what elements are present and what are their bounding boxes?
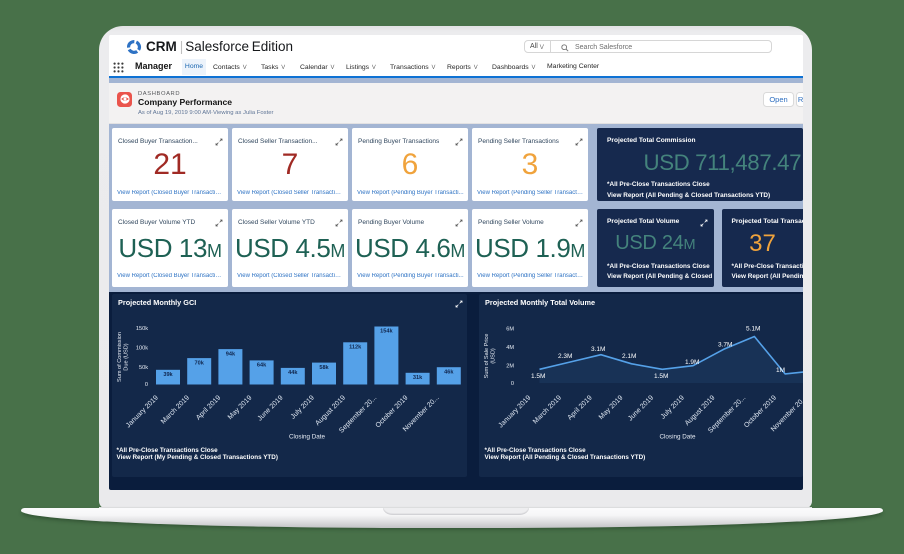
svg-text:March 2019: March 2019 — [160, 394, 191, 425]
svg-text:January 2019: January 2019 — [124, 394, 159, 429]
svg-text:64k: 64k — [256, 362, 266, 368]
svg-text:April 2019: April 2019 — [195, 394, 222, 421]
svg-text:0: 0 — [144, 382, 147, 388]
svg-text:2M: 2M — [506, 363, 514, 369]
svg-text:154k: 154k — [380, 328, 393, 334]
svg-text:3.1M: 3.1M — [591, 346, 605, 353]
svg-text:Sum of Sale Price: Sum of Sale Price — [484, 333, 490, 378]
svg-text:94k: 94k — [225, 351, 235, 357]
svg-text:31k: 31k — [412, 375, 422, 381]
svg-text:August 2019: August 2019 — [683, 394, 716, 427]
svg-text:August 2019: August 2019 — [314, 394, 347, 427]
svg-text:70k: 70k — [194, 360, 204, 366]
svg-text:100k: 100k — [135, 345, 147, 351]
svg-text:October 2019: October 2019 — [374, 394, 409, 429]
svg-text:5.1M: 5.1M — [746, 325, 760, 332]
svg-text:March 2019: March 2019 — [532, 394, 563, 425]
svg-text:50k: 50k — [138, 365, 147, 371]
svg-text:46k: 46k — [444, 369, 454, 375]
svg-text:June 2019: June 2019 — [256, 394, 284, 422]
svg-text:1M: 1M — [776, 367, 785, 374]
svg-text:Sum of Commission: Sum of Commission — [117, 331, 123, 381]
svg-text:1.5M: 1.5M — [654, 373, 668, 380]
svg-text:January 2019: January 2019 — [497, 394, 532, 429]
svg-text:4M: 4M — [506, 345, 514, 351]
svg-text:3.7M: 3.7M — [718, 341, 732, 348]
svg-text:112k: 112k — [349, 344, 362, 350]
svg-text:July 2019: July 2019 — [659, 394, 685, 420]
svg-text:Closing Date: Closing Date — [659, 433, 696, 440]
svg-text:150k: 150k — [135, 326, 147, 332]
svg-text:*All Pre-Close Transactions Cl: *All Pre-Close Transactions Close — [484, 447, 586, 454]
svg-text:(USD): (USD) — [490, 348, 496, 364]
svg-text:*All Pre-Close Transactions Cl: *All Pre-Close Transactions Close — [116, 447, 218, 454]
svg-text:1.5M: 1.5M — [531, 373, 545, 380]
svg-text:View Report (My Pending & Clos: View Report (My Pending & Closed Transac… — [116, 454, 277, 461]
svg-text:0: 0 — [510, 381, 513, 387]
svg-text:April 2019: April 2019 — [566, 394, 593, 421]
svg-text:39k: 39k — [163, 372, 173, 378]
svg-text:2.1M: 2.1M — [622, 353, 636, 360]
svg-text:June 2019: June 2019 — [627, 394, 655, 422]
svg-text:6M: 6M — [506, 326, 514, 332]
svg-text:2.3M: 2.3M — [558, 353, 572, 360]
svg-text:1.9M: 1.9M — [685, 359, 699, 366]
svg-text:Due (USD): Due (USD) — [123, 343, 129, 370]
svg-text:View Report (All Pending & Clo: View Report (All Pending & Closed Transa… — [484, 454, 645, 461]
svg-text:44k: 44k — [288, 370, 298, 376]
svg-text:Closing Date: Closing Date — [288, 433, 325, 440]
svg-text:May 2019: May 2019 — [597, 394, 624, 421]
svg-text:58k: 58k — [319, 364, 329, 370]
svg-text:July 2019: July 2019 — [289, 394, 315, 420]
svg-text:May 2019: May 2019 — [226, 394, 253, 421]
